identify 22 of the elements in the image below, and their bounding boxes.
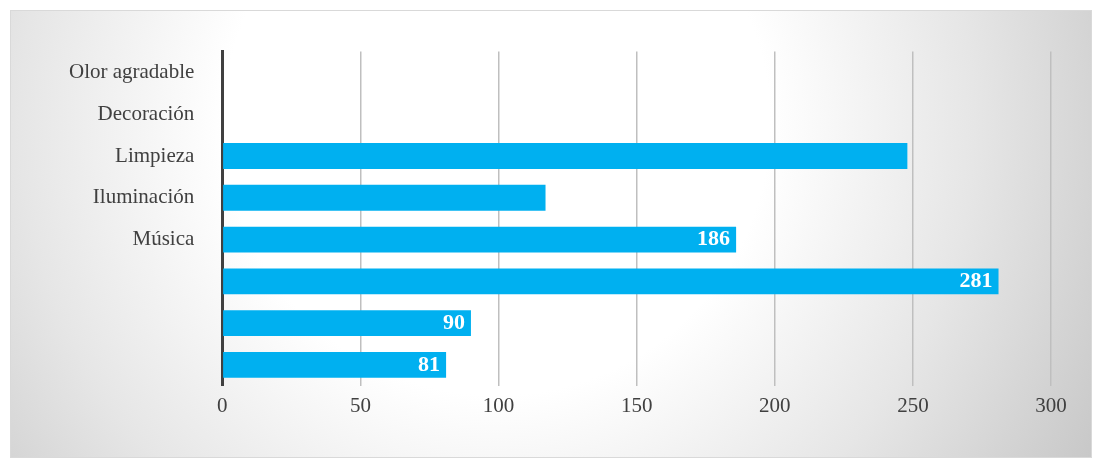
x-tick-label: 100 xyxy=(482,392,515,417)
bar xyxy=(223,184,546,211)
x-tick-label: 0 xyxy=(217,392,228,417)
x-tick-label: 150 xyxy=(620,392,653,417)
x-tick-label: 300 xyxy=(1035,392,1067,417)
y-tick-label: Decoración xyxy=(97,100,195,125)
bar xyxy=(223,310,471,337)
bar xyxy=(223,268,999,295)
x-tick-label: 200 xyxy=(759,392,791,417)
y-tick-label: Música xyxy=(132,226,196,251)
data-label: 281 xyxy=(959,267,993,293)
bar xyxy=(223,143,908,169)
x-tick-label: 50 xyxy=(349,392,371,417)
y-tick-label: Olor agradable xyxy=(68,59,195,83)
y-tick-label: Limpieza xyxy=(115,142,196,167)
bar xyxy=(223,226,737,253)
x-tick-label: 250 xyxy=(897,392,929,417)
bar xyxy=(223,351,447,378)
y-tick-label: Iluminación xyxy=(92,184,195,209)
data-label: 90 xyxy=(442,308,465,334)
data-label: 81 xyxy=(418,350,441,376)
data-label: 186 xyxy=(697,225,731,251)
